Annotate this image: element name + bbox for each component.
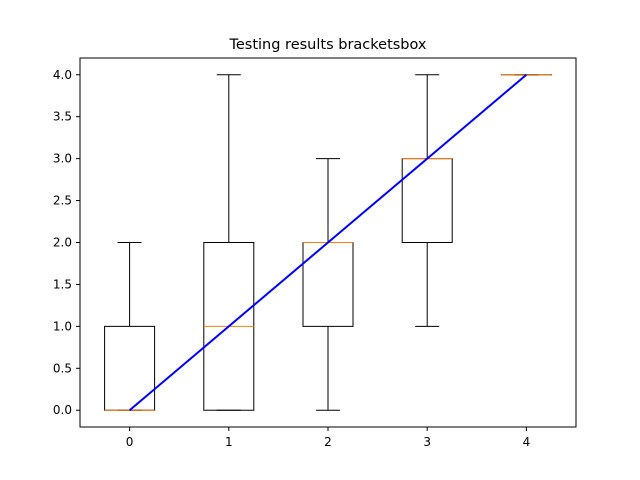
y-tick-label: 2.5 <box>53 194 72 208</box>
reference-line <box>128 74 528 411</box>
x-tick-label: 0 <box>126 435 134 449</box>
y-tick-label: 2.0 <box>53 236 72 250</box>
x-tick-label: 2 <box>324 435 332 449</box>
y-tick-label: 3.5 <box>53 110 72 124</box>
box-rect <box>104 325 156 411</box>
box-2 <box>302 158 354 411</box>
y-tick-label: 1.5 <box>53 277 72 291</box>
x-tick-label: 3 <box>423 435 431 449</box>
y-tick-label: 4.0 <box>53 68 72 82</box>
box-1 <box>203 74 255 411</box>
x-tick-label: 4 <box>523 435 531 449</box>
chart-title: Testing results bracketsbox <box>228 37 426 53</box>
box-rect <box>302 242 354 327</box>
plot-area <box>104 74 552 411</box>
y-tick-label: 1.0 <box>53 319 72 333</box>
box-3 <box>401 74 453 327</box>
box-rect <box>401 158 453 244</box>
x-tick-label: 1 <box>225 435 233 449</box>
box-0 <box>104 242 156 411</box>
y-tick-label: 3.0 <box>53 152 72 166</box>
axes: 0 1 2 3 4 0.0 0.5 1.0 1.5 2.0 2.5 3.0 3.5 4.0 <box>53 57 577 449</box>
y-tick-label: 0.5 <box>53 361 72 375</box>
y-tick-label: 0.0 <box>53 403 72 417</box>
